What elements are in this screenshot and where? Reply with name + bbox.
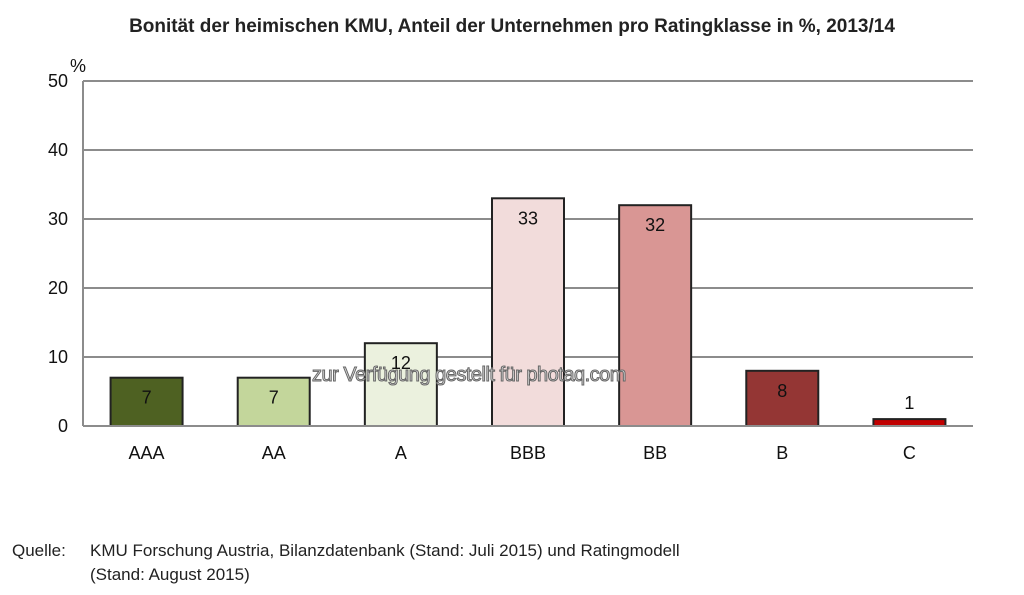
y-tick-label: 0 — [58, 416, 68, 436]
bar-aa — [236, 376, 311, 428]
bar-bbb — [491, 197, 565, 427]
bar-bb — [618, 204, 693, 427]
y-tick-label: 10 — [48, 347, 68, 367]
bar-aaa — [109, 376, 184, 428]
data-label: 1 — [904, 393, 914, 413]
y-tick-label: 30 — [48, 209, 68, 229]
x-tick-label: B — [776, 443, 788, 463]
y-tick-label: 50 — [48, 71, 68, 91]
data-label: 32 — [645, 215, 665, 235]
watermark: zur Verfügung gestellt für photaq.com — [312, 364, 627, 387]
source-label: Quelle: — [12, 541, 66, 560]
x-tick-label: BBB — [510, 443, 546, 463]
x-tick-label: AAA — [129, 443, 165, 463]
x-tick-label: A — [395, 443, 407, 463]
source-line-2: (Stand: August 2015) — [90, 565, 250, 584]
y-tick-label: 40 — [48, 140, 68, 160]
data-label: 7 — [142, 388, 152, 408]
data-label: 8 — [777, 381, 787, 401]
x-tick-label: AA — [262, 443, 286, 463]
data-label: 12 — [391, 353, 411, 373]
bar-c — [872, 418, 947, 428]
y-tick-label: 20 — [48, 278, 68, 298]
source-line-1: KMU Forschung Austria, Bilanzdatenbank (… — [90, 541, 680, 560]
x-tick-label: C — [903, 443, 916, 463]
bar-b — [745, 369, 820, 427]
data-label: 33 — [518, 208, 538, 228]
x-tick-label: BB — [643, 443, 667, 463]
y-axis-unit: % — [70, 56, 86, 76]
chart-title: Bonität der heimischen KMU, Anteil der U… — [129, 16, 895, 37]
data-label: 7 — [269, 388, 279, 408]
bar-a — [363, 342, 438, 428]
